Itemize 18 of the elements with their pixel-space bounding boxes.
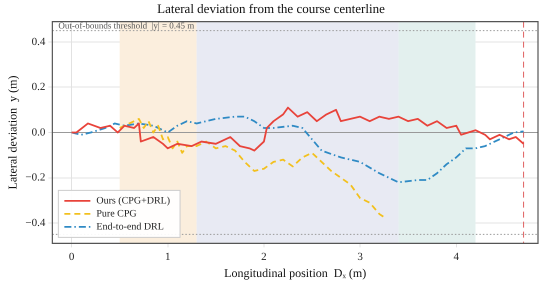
- x-tick-label: 2: [261, 250, 267, 263]
- chart-title: Lateral deviation from the course centerline: [157, 1, 386, 16]
- x-tick-label: 4: [454, 250, 460, 263]
- legend-label: Pure CPG: [96, 208, 137, 220]
- x-tick-label: 1: [165, 250, 171, 263]
- x-axis-title: Longitudinal position Dₓ (m): [224, 266, 366, 280]
- y-tick-label: −0.4: [25, 216, 46, 229]
- y-axis-title: Lateral deviation y (m): [5, 76, 20, 190]
- y-tick-label: 0.2: [32, 81, 46, 94]
- legend-label: Ours (CPG+DRL): [96, 196, 170, 207]
- y-tick-label: 0.0: [32, 126, 46, 138]
- x-tick-label: 3: [357, 250, 364, 263]
- ref-line-label: Out-of-bounds threshold |y| = 0.45 m: [58, 20, 194, 31]
- y-tick-label: −0.2: [25, 172, 46, 184]
- y-tick-label: 0.4: [32, 36, 46, 48]
- x-tick-label: 0: [68, 250, 75, 263]
- legend-label: End-to-end DRL: [96, 222, 164, 233]
- line-series: [70, 116, 524, 184]
